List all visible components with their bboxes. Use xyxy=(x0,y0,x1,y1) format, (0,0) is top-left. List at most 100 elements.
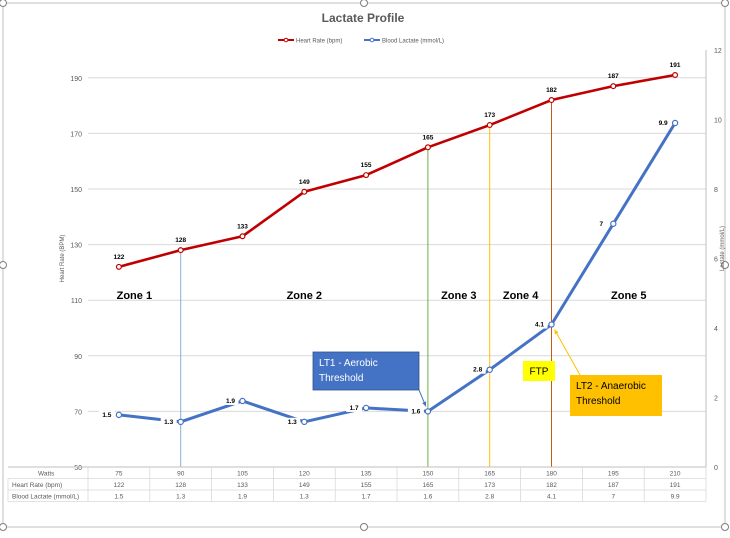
right-axis-tick-label: 6 xyxy=(714,257,718,264)
table-cell: 173 xyxy=(484,482,495,489)
right-axis-tick-label: 12 xyxy=(714,48,722,55)
resize-handle xyxy=(0,0,7,7)
table-row-label: Blood Lactate (mmol/L) xyxy=(12,493,79,500)
table-cell: 182 xyxy=(546,482,557,489)
resize-handle xyxy=(361,0,368,7)
chart-border xyxy=(3,3,725,527)
table-cell: 122 xyxy=(113,482,124,489)
left-axis-tick-label: 170 xyxy=(70,131,82,138)
blood-lactate-data-label: 9.9 xyxy=(659,120,668,127)
callout-pointer xyxy=(555,330,581,375)
callout-text-lt1: Threshold xyxy=(319,373,363,384)
resize-handle xyxy=(0,524,7,531)
right-axis-tick-label: 0 xyxy=(714,465,718,472)
blood-lactate-data-label: 1.5 xyxy=(102,412,111,419)
table-cell: 150 xyxy=(422,470,433,477)
blood-lactate-point xyxy=(611,221,616,226)
legend-marker xyxy=(284,38,288,42)
table-cell: 195 xyxy=(608,470,619,477)
blood-lactate-data-label: 1.7 xyxy=(350,405,359,412)
left-axis-tick-label: 110 xyxy=(71,298,82,305)
zone-label: Zone 2 xyxy=(287,290,322,302)
heart-rate-point xyxy=(487,123,492,128)
blood-lactate-data-label: 1.6 xyxy=(411,408,420,415)
blood-lactate-point xyxy=(178,419,183,424)
heart-rate-point xyxy=(611,84,616,89)
heart-rate-data-label: 122 xyxy=(113,254,124,261)
table-row-label: Heart Rate (bpm) xyxy=(12,482,62,489)
resize-handle xyxy=(361,524,368,531)
table-cell: 90 xyxy=(177,470,185,477)
table-cell: 187 xyxy=(608,482,619,489)
table-cell: 210 xyxy=(670,470,681,477)
table-cell: 1.5 xyxy=(114,493,123,500)
heart-rate-data-label: 133 xyxy=(237,223,248,230)
y-axis-title: Heart Rate (BPM) xyxy=(60,235,66,283)
table-cell: 105 xyxy=(237,470,248,477)
blood-lactate-data-label: 2.8 xyxy=(473,367,482,374)
table-cell: 1.7 xyxy=(362,493,371,500)
left-axis-tick-label: 130 xyxy=(70,243,82,250)
table-cell: 1.6 xyxy=(423,493,432,500)
heart-rate-point xyxy=(426,145,431,150)
chart-title: Lactate Profile xyxy=(322,11,405,25)
left-axis-tick-label: 50 xyxy=(74,465,82,472)
table-cell: 133 xyxy=(237,482,248,489)
heart-rate-data-label: 182 xyxy=(546,87,557,94)
heart-rate-data-label: 191 xyxy=(670,62,681,69)
blood-lactate-data-label: 4.1 xyxy=(535,322,544,329)
heart-rate-point xyxy=(673,73,678,78)
table-row-label: Watts xyxy=(38,470,55,477)
resize-handle xyxy=(722,0,729,7)
table-cell: 149 xyxy=(299,482,310,489)
legend-entry: Heart Rate (bpm) xyxy=(296,39,342,45)
left-axis-tick-label: 190 xyxy=(70,76,82,83)
heart-rate-data-label: 187 xyxy=(608,73,619,80)
blood-lactate-data-label: 7 xyxy=(599,221,603,228)
blood-lactate-point xyxy=(487,367,492,372)
y2-axis-title: Lactate (mmol/L) xyxy=(720,226,726,271)
blood-lactate-data-label: 1.3 xyxy=(288,419,297,426)
table-cell: 1.9 xyxy=(238,493,247,500)
legend-marker xyxy=(370,38,374,42)
resize-handle xyxy=(0,262,7,269)
right-axis-tick-label: 8 xyxy=(714,187,718,194)
heart-rate-point xyxy=(117,264,122,269)
zone-label: Zone 5 xyxy=(611,290,646,302)
table-cell: 165 xyxy=(422,482,433,489)
blood-lactate-point xyxy=(549,322,554,327)
heart-rate-point xyxy=(302,189,307,194)
blood-lactate-point xyxy=(673,120,678,125)
table-cell: 2.8 xyxy=(485,493,494,500)
left-axis-tick-label: 90 xyxy=(74,354,82,361)
table-cell: 155 xyxy=(361,482,372,489)
blood-lactate-point xyxy=(116,412,121,417)
blood-lactate-point xyxy=(240,398,245,403)
callout-text-lt2: Threshold xyxy=(576,396,620,407)
heart-rate-data-label: 155 xyxy=(361,162,372,169)
callout-text-lt1: LT1 - Aerobic xyxy=(319,358,378,369)
heart-rate-data-label: 173 xyxy=(484,112,495,119)
table-cell: 120 xyxy=(299,470,310,477)
heart-rate-point xyxy=(240,234,245,239)
blood-lactate-point xyxy=(425,409,430,414)
right-axis-tick-label: 10 xyxy=(714,118,722,125)
heart-rate-point xyxy=(364,173,369,178)
left-axis-tick-label: 70 xyxy=(74,409,82,416)
heart-rate-point xyxy=(178,248,183,253)
table-cell: 191 xyxy=(670,482,681,489)
heart-rate-point xyxy=(549,98,554,103)
right-axis-tick-label: 2 xyxy=(714,396,718,403)
blood-lactate-point xyxy=(302,419,307,424)
table-cell: 128 xyxy=(175,482,186,489)
zone-label: Zone 4 xyxy=(503,290,539,302)
table-cell: 180 xyxy=(546,470,557,477)
table-cell: 1.3 xyxy=(176,493,185,500)
table-cell: 165 xyxy=(484,470,495,477)
right-axis-tick-label: 4 xyxy=(714,326,718,333)
table-cell: 9.9 xyxy=(671,493,680,500)
table-cell: 75 xyxy=(115,470,123,477)
heart-rate-line xyxy=(119,75,675,267)
